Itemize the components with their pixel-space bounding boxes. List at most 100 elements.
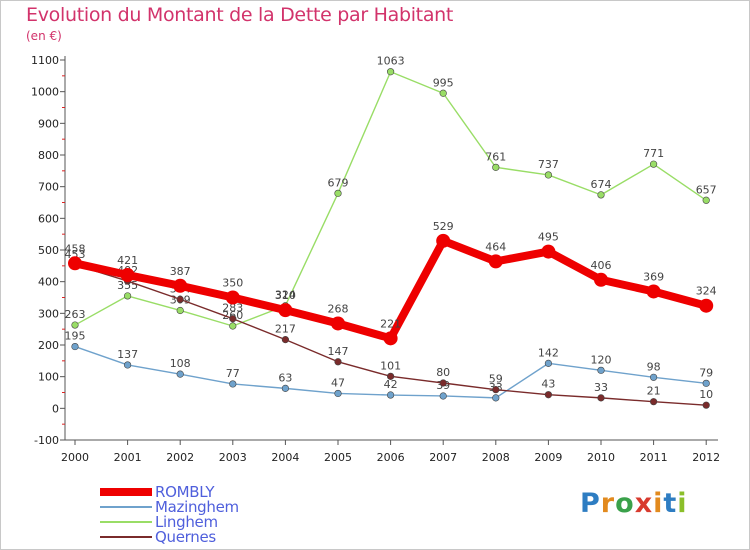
data-label: 324 [275, 289, 296, 302]
logo-letter: o [615, 488, 635, 519]
data-point [492, 386, 500, 394]
data-label: 33 [594, 381, 608, 394]
logo-letter: x [634, 488, 654, 519]
data-point [594, 272, 608, 287]
y-tick-label: 0 [52, 402, 59, 415]
data-point [176, 306, 184, 315]
data-point [699, 298, 714, 313]
data-label: 406 [591, 259, 612, 272]
data-point [439, 392, 447, 400]
x-tick-label: 2000 [61, 451, 89, 464]
data-point [646, 284, 661, 299]
data-label: 101 [380, 359, 401, 372]
legend-swatch [100, 521, 152, 523]
data-point [281, 384, 290, 392]
data-label: 120 [591, 353, 612, 366]
logo-letter: t [663, 488, 678, 519]
data-point [334, 389, 342, 398]
data-label: 657 [696, 183, 717, 196]
data-label: 674 [591, 178, 612, 191]
x-tick-label: 2010 [587, 451, 615, 464]
data-label: 529 [433, 220, 454, 233]
x-tick-label: 2008 [482, 451, 510, 464]
data-point [71, 321, 79, 329]
data-point [225, 290, 240, 305]
x-tick-label: 2001 [114, 451, 142, 464]
data-point [229, 322, 237, 330]
y-tick-label: 600 [38, 212, 59, 225]
y-tick-label: 300 [38, 307, 59, 320]
logo-letter: P [580, 488, 601, 519]
data-point [68, 256, 82, 271]
legend-label: Linghem [155, 513, 218, 531]
data-label: 369 [643, 270, 664, 283]
data-point [649, 373, 658, 381]
data-point [597, 394, 605, 402]
data-label: 77 [226, 367, 240, 380]
data-point [544, 359, 553, 367]
data-point [278, 303, 293, 318]
data-point [173, 278, 188, 293]
data-label: 324 [696, 285, 717, 298]
x-tick-label: 2012 [692, 451, 720, 464]
y-tick-label: -100 [34, 434, 59, 447]
data-label: 47 [331, 376, 345, 389]
data-point [281, 336, 290, 344]
y-tick-label: 100 [38, 371, 59, 384]
x-tick-label: 2003 [219, 451, 247, 464]
legend-label: Mazinghem [155, 498, 239, 516]
data-point [71, 342, 79, 351]
data-point [649, 160, 658, 168]
data-point [176, 295, 184, 304]
data-point [387, 391, 395, 399]
y-tick-label: 800 [38, 149, 59, 162]
x-tick-label: 2002 [166, 451, 194, 464]
data-point [541, 244, 556, 259]
data-point [383, 331, 398, 346]
y-tick-label: 700 [38, 181, 59, 194]
data-point [649, 398, 658, 406]
y-tick-label: 400 [38, 276, 59, 289]
x-tick-label: 2009 [534, 451, 562, 464]
data-label: 458 [65, 242, 86, 255]
y-tick-label: 200 [38, 339, 59, 352]
data-label: 1063 [377, 55, 405, 68]
data-point [439, 89, 447, 97]
data-point [123, 361, 132, 369]
data-label: 10 [699, 388, 713, 401]
data-point [597, 191, 605, 199]
data-label: 464 [485, 240, 506, 253]
data-point [702, 196, 710, 204]
data-label: 80 [436, 366, 450, 379]
data-point [387, 372, 395, 380]
data-point [387, 68, 395, 76]
chart-unit-label: (en €) [26, 29, 62, 43]
data-point [702, 401, 710, 409]
data-point [229, 380, 237, 388]
legend-label: ROMBLY [155, 483, 215, 501]
proxiti-logo: Proxiti [580, 488, 688, 519]
data-label: 21 [647, 385, 661, 398]
data-label: 737 [538, 158, 559, 171]
x-tick-label: 2005 [324, 451, 352, 464]
data-label: 283 [222, 302, 243, 315]
data-point [123, 292, 132, 300]
x-tick-label: 2004 [271, 451, 299, 464]
data-label: 42 [384, 378, 398, 391]
x-tick-label: 2007 [429, 451, 457, 464]
data-label: 142 [538, 346, 559, 359]
data-label: 310 [275, 289, 296, 302]
logo-letter: r [600, 488, 616, 519]
data-label: 350 [222, 277, 243, 290]
data-label: 221 [380, 317, 401, 330]
data-label: 495 [538, 231, 559, 244]
data-label: 59 [489, 373, 503, 386]
y-tick-label: 500 [38, 244, 59, 257]
logo-letter: i [653, 488, 664, 519]
data-label: 421 [117, 254, 138, 267]
data-label: 43 [541, 378, 555, 391]
data-point [492, 394, 500, 402]
data-point [176, 370, 184, 378]
data-label: 761 [485, 150, 506, 163]
